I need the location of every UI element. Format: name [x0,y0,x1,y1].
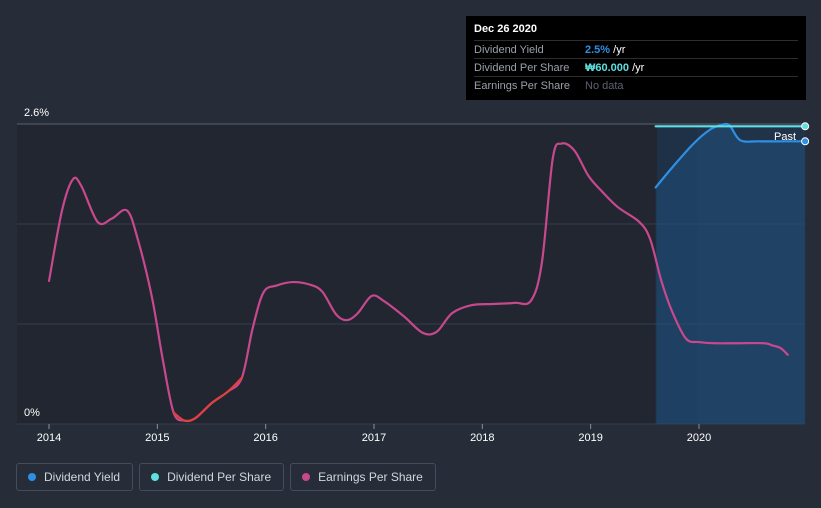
x-tick-label: 2019 [578,432,602,444]
legend-item-dividend-yield[interactable]: Dividend Yield [16,463,134,491]
x-tick-label: 2017 [362,432,386,444]
tooltip-unit: /yr [629,61,645,74]
tooltip-row-earnings-per-share: Earnings Per Share No data [474,76,798,94]
tooltip-label: Dividend Per Share [474,61,570,74]
dividend-yield-area [655,123,806,424]
y-tick-top: 2.6% [24,107,49,119]
legend-dot-icon [151,473,160,481]
x-tick-label: 2018 [470,432,494,444]
x-tick-label: 2014 [37,432,61,444]
legend-item-dividend-per-share[interactable]: Dividend Per Share [139,463,285,491]
legend-label: Dividend Yield [44,470,121,484]
x-tick-label: 2020 [687,432,711,444]
x-tick-label: 2015 [145,432,169,444]
y-tick-zero: 0% [24,407,40,419]
legend-dot-icon [302,473,311,481]
tooltip-value-dividend-per-share: ₩60.000 [585,61,630,74]
dividend-yield-line [654,122,807,189]
tooltip-date: Dec 26 2020 [474,23,537,35]
tooltip-unit: /yr [610,43,626,56]
tooltip: Dec 26 2020 Dividend Yield 2.5% /yr Divi… [466,16,806,100]
tooltip-value-dividend-yield: 2.5% [585,43,611,56]
past-label: Past [774,131,796,143]
tooltip-row-dividend-yield: Dividend Yield 2.5% /yr [474,40,798,58]
dividend-yield-end-marker [801,137,810,146]
tooltip-row-dividend-per-share: Dividend Per Share ₩60.000 /yr [474,58,798,76]
legend-label: Earnings Per Share [318,470,423,484]
tooltip-label: Earnings Per Share [474,79,570,92]
legend-label: Dividend Per Share [167,470,272,484]
legend-dot-icon [28,473,36,481]
tooltip-label: Dividend Yield [474,43,544,56]
earnings-per-share-line [47,142,789,423]
legend-item-earnings-per-share[interactable]: Earnings Per Share [290,463,436,491]
legend: Dividend Yield Dividend Per Share Earnin… [16,463,442,491]
dividend-per-share-end-marker [801,122,810,131]
earnings-per-share-trough-line [172,376,243,423]
forecast-region [657,124,805,424]
tooltip-value-earnings-per-share: No data [585,79,624,92]
x-tick-label: 2016 [253,432,277,444]
